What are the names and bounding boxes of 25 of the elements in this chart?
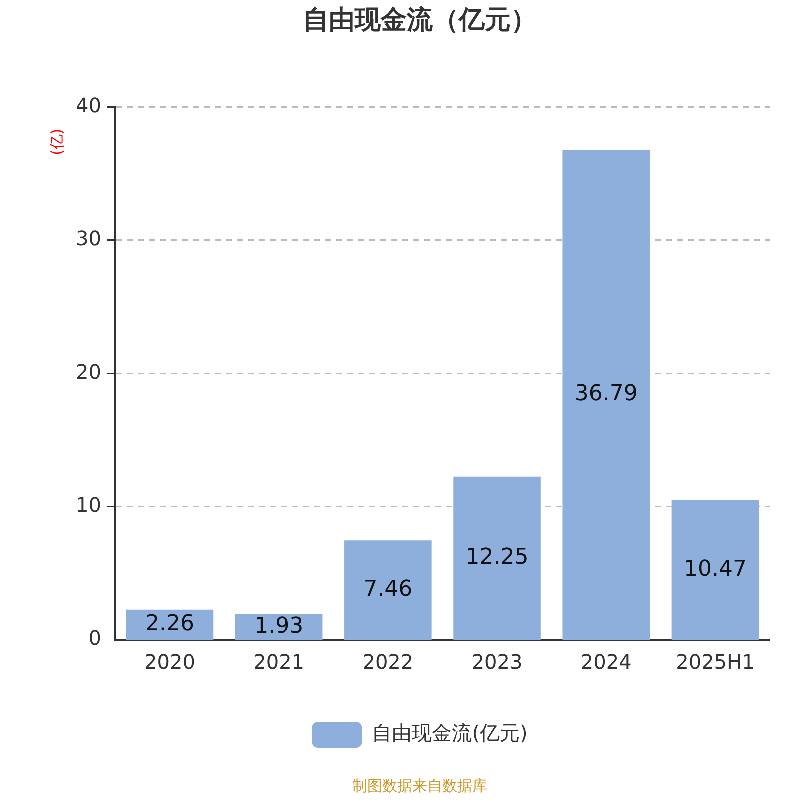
y-axis-title: (亿) (48, 128, 66, 156)
bar (672, 500, 760, 640)
chart-title: 自由现金流（亿元） (303, 5, 537, 36)
y-tick-label: 0 (88, 626, 102, 650)
y-tick-label: 30 (76, 226, 102, 251)
legend-label: 自由现金流(亿元) (372, 721, 528, 746)
x-tick-label: 2024 (580, 650, 632, 674)
x-tick-label: 2025H1 (676, 650, 755, 674)
bar (344, 540, 432, 640)
bar (562, 150, 650, 640)
data-label: 7.46 (364, 577, 413, 602)
x-tick-label: 2021 (254, 650, 305, 674)
y-tick-label: 20 (76, 360, 102, 384)
bar (454, 476, 541, 640)
data-label: 12.25 (466, 545, 529, 570)
data-label: 2.26 (146, 612, 194, 637)
data-label: 36.79 (574, 382, 638, 407)
x-tick-label: 2022 (362, 650, 414, 674)
x-tick-label: 2023 (472, 650, 523, 674)
data-label: 1.93 (254, 614, 304, 639)
text: 制图数据来自数据库 (352, 776, 488, 795)
y-tick-label: 10 (76, 493, 102, 518)
y-tick-label: 40 (76, 93, 102, 118)
x-tick-label: 2020 (144, 650, 196, 674)
data-label: 10.47 (684, 556, 747, 582)
